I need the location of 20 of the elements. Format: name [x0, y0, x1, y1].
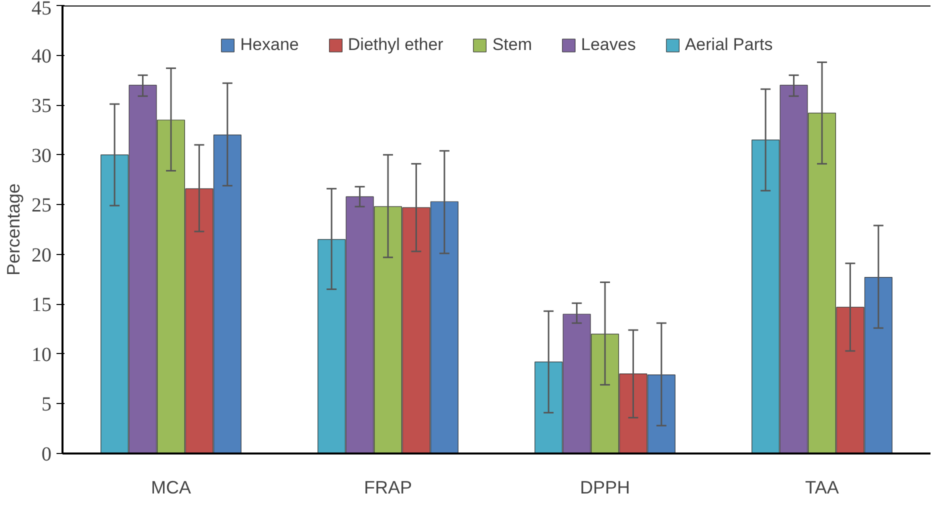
y-tick-label: 30 [32, 144, 52, 167]
y-axis-title: Percentage [4, 183, 24, 276]
legend-label: Leaves [581, 35, 636, 55]
y-tick-label: 25 [32, 194, 52, 217]
x-tick-label: DPPH [580, 478, 630, 498]
y-tick-label: 10 [32, 344, 52, 366]
x-tick-label: MCA [151, 478, 191, 498]
legend-label: Stem [492, 35, 532, 55]
y-tick-label: 15 [32, 294, 52, 316]
y-tick-label: 35 [32, 95, 52, 118]
x-tick-label: FRAP [364, 478, 412, 498]
y-tick-label: 20 [32, 244, 52, 266]
legend-label: Hexane [240, 35, 299, 55]
y-tick-label: 5 [42, 394, 52, 416]
y-tick-label: 45 [32, 0, 52, 20]
y-tick-label: 0 [42, 444, 52, 466]
y-tick-label: 40 [32, 45, 52, 68]
legend-label: Aerial Parts [684, 35, 773, 55]
legend-label: Diethyl ether [348, 35, 444, 55]
x-tick-label: TAA [805, 478, 839, 498]
